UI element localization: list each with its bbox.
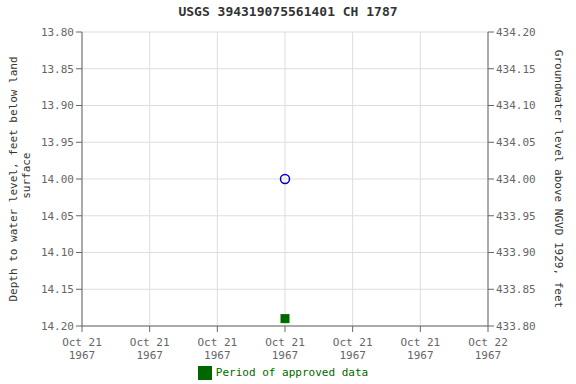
svg-text:13.95: 13.95 xyxy=(41,136,74,149)
svg-text:Oct 211967: Oct 211967 xyxy=(62,336,102,362)
svg-text:433.95: 433.95 xyxy=(496,210,536,223)
svg-text:434.20: 434.20 xyxy=(496,26,536,39)
svg-text:14.00: 14.00 xyxy=(41,173,74,186)
svg-text:14.20: 14.20 xyxy=(41,320,74,333)
svg-text:433.85: 433.85 xyxy=(496,283,536,296)
svg-text:14.15: 14.15 xyxy=(41,283,74,296)
svg-text:Oct 221967: Oct 221967 xyxy=(468,336,508,362)
svg-text:Oct 211967: Oct 211967 xyxy=(265,336,305,362)
svg-text:Oct 211967: Oct 211967 xyxy=(400,336,440,362)
svg-text:Oct 211967: Oct 211967 xyxy=(197,336,237,362)
svg-text:13.80: 13.80 xyxy=(41,26,74,39)
svg-text:434.05: 434.05 xyxy=(496,136,536,149)
svg-text:434.15: 434.15 xyxy=(496,63,536,76)
html-text:Period of approved data: Period of approved data xyxy=(215,366,369,379)
svg-text:13.85: 13.85 xyxy=(41,63,74,76)
svg-text:434.10: 434.10 xyxy=(496,99,536,112)
svg-text:433.90: 433.90 xyxy=(496,246,536,259)
svg-text:13.90: 13.90 xyxy=(41,99,74,112)
svg-text:433.80: 433.80 xyxy=(496,320,536,333)
svg-text:Groundwater level above NGVD 1: Groundwater level above NGVD 1929, feet xyxy=(552,50,565,308)
svg-text:Oct 211967: Oct 211967 xyxy=(130,336,170,362)
svg-text:14.10: 14.10 xyxy=(41,246,74,259)
svg-text:Depth to water level, feet bel: Depth to water level, feet below land su… xyxy=(8,56,33,301)
svg-text:14.05: 14.05 xyxy=(41,210,74,223)
svg-text:434.00: 434.00 xyxy=(496,173,536,186)
svg-text:Oct 211967: Oct 211967 xyxy=(333,336,373,362)
html-text:USGS 394319075561401 CH 1787: USGS 394319075561401 CH 1787 xyxy=(178,4,398,19)
